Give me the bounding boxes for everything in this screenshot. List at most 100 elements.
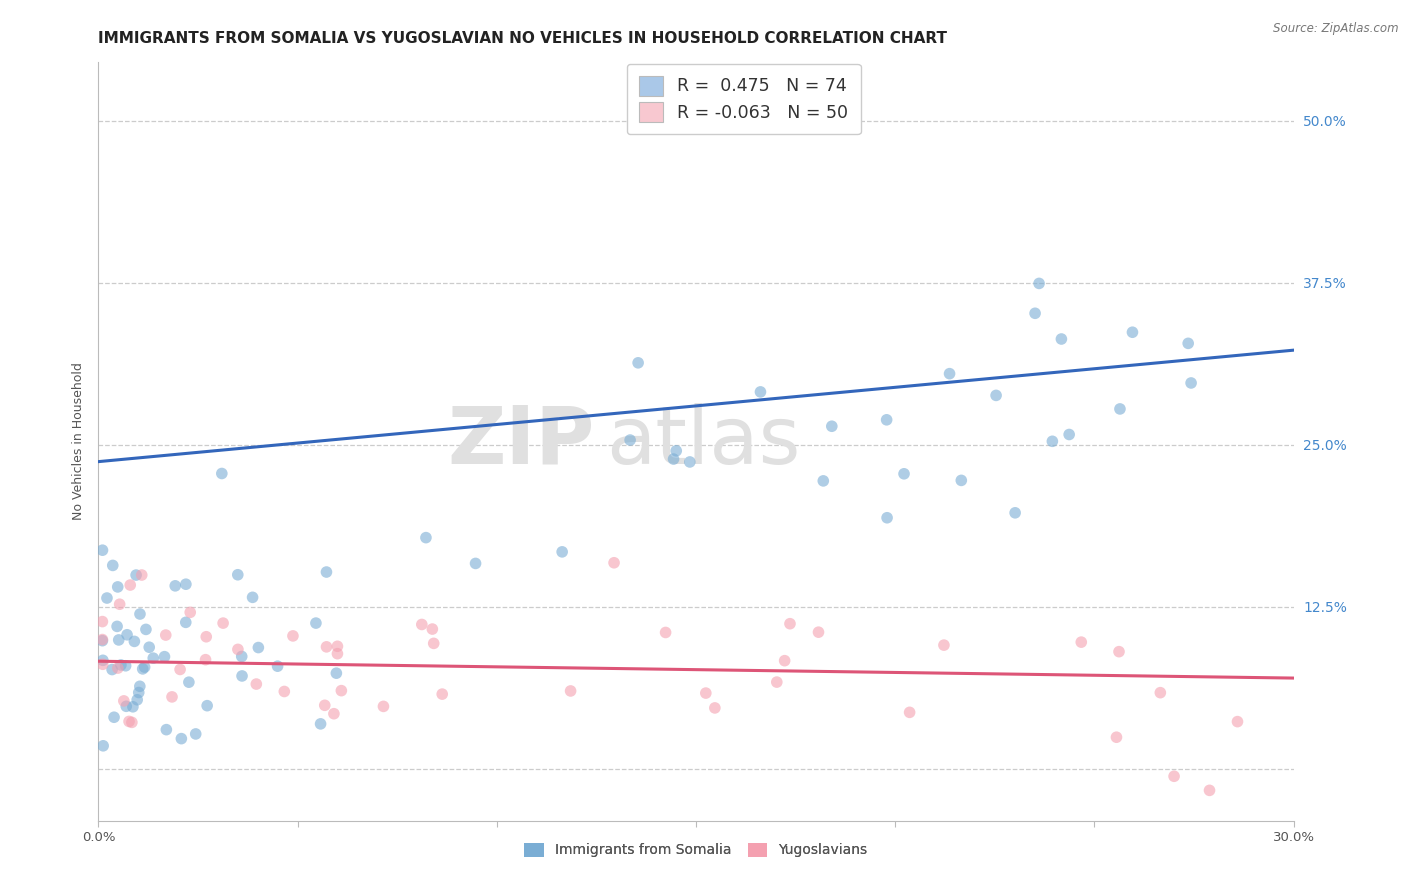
Point: [242, 591, 264, 605]
Point: [155, 628, 177, 642]
Point: [1108, 645, 1130, 659]
Point: [411, 617, 433, 632]
Point: [420, 622, 443, 636]
Point: [627, 356, 650, 370]
Point: [108, 597, 131, 611]
Point: [1180, 376, 1202, 390]
Point: [1163, 769, 1185, 783]
Point: [938, 367, 960, 381]
Point: [898, 706, 921, 720]
Point: [174, 577, 197, 591]
Point: [91, 632, 114, 647]
Point: [773, 654, 796, 668]
Point: [142, 651, 165, 665]
Legend: Immigrants from Somalia, Yugoslavians: Immigrants from Somalia, Yugoslavians: [519, 837, 873, 863]
Point: [330, 683, 353, 698]
Point: [1198, 783, 1220, 797]
Point: [129, 607, 152, 621]
Point: [120, 578, 142, 592]
Point: [893, 467, 915, 481]
Point: [373, 699, 395, 714]
Point: [174, 615, 197, 630]
Point: [112, 694, 135, 708]
Point: [114, 658, 136, 673]
Point: [177, 675, 200, 690]
Point: [984, 388, 1007, 402]
Point: [231, 669, 253, 683]
Point: [165, 579, 187, 593]
Point: [1050, 332, 1073, 346]
Point: [110, 657, 132, 672]
Point: [1004, 506, 1026, 520]
Point: [135, 623, 157, 637]
Point: [326, 640, 349, 654]
Point: [153, 649, 176, 664]
Point: [950, 474, 973, 488]
Point: [231, 649, 253, 664]
Point: [1024, 306, 1046, 320]
Point: [765, 675, 787, 690]
Point: [266, 659, 288, 673]
Point: [695, 686, 717, 700]
Point: [779, 616, 801, 631]
Point: [115, 628, 138, 642]
Point: [322, 706, 344, 721]
Point: [315, 565, 337, 579]
Point: [703, 701, 725, 715]
Point: [128, 685, 150, 699]
Point: [195, 630, 218, 644]
Point: [121, 715, 143, 730]
Point: [876, 510, 898, 524]
Point: [415, 531, 437, 545]
Point: [226, 567, 249, 582]
Point: [134, 660, 156, 674]
Point: [131, 568, 153, 582]
Point: [124, 634, 146, 648]
Point: [211, 467, 233, 481]
Point: [821, 419, 844, 434]
Point: [749, 384, 772, 399]
Point: [932, 638, 955, 652]
Point: [245, 677, 267, 691]
Point: [654, 625, 676, 640]
Text: ZIP: ZIP: [447, 402, 595, 481]
Point: [122, 699, 145, 714]
Point: [128, 679, 150, 693]
Point: [226, 642, 249, 657]
Point: [125, 568, 148, 582]
Point: [603, 556, 626, 570]
Point: [91, 615, 114, 629]
Text: atlas: atlas: [606, 402, 800, 481]
Point: [813, 474, 835, 488]
Point: [807, 625, 830, 640]
Point: [127, 693, 149, 707]
Point: [1149, 686, 1171, 700]
Point: [560, 684, 582, 698]
Point: [212, 616, 235, 631]
Point: [101, 558, 124, 573]
Point: [551, 545, 574, 559]
Point: [309, 717, 332, 731]
Point: [91, 543, 114, 558]
Point: [105, 619, 128, 633]
Y-axis label: No Vehicles in Household: No Vehicles in Household: [72, 363, 86, 520]
Point: [247, 640, 270, 655]
Point: [91, 739, 114, 753]
Point: [1226, 714, 1249, 729]
Point: [169, 662, 191, 676]
Point: [91, 633, 114, 648]
Point: [876, 413, 898, 427]
Point: [138, 640, 160, 655]
Point: [1105, 730, 1128, 744]
Point: [131, 662, 153, 676]
Point: [665, 443, 688, 458]
Point: [305, 616, 328, 631]
Point: [325, 666, 347, 681]
Point: [184, 727, 207, 741]
Point: [195, 698, 218, 713]
Point: [432, 687, 454, 701]
Point: [1177, 336, 1199, 351]
Point: [1057, 427, 1080, 442]
Point: [662, 452, 685, 467]
Point: [91, 653, 114, 667]
